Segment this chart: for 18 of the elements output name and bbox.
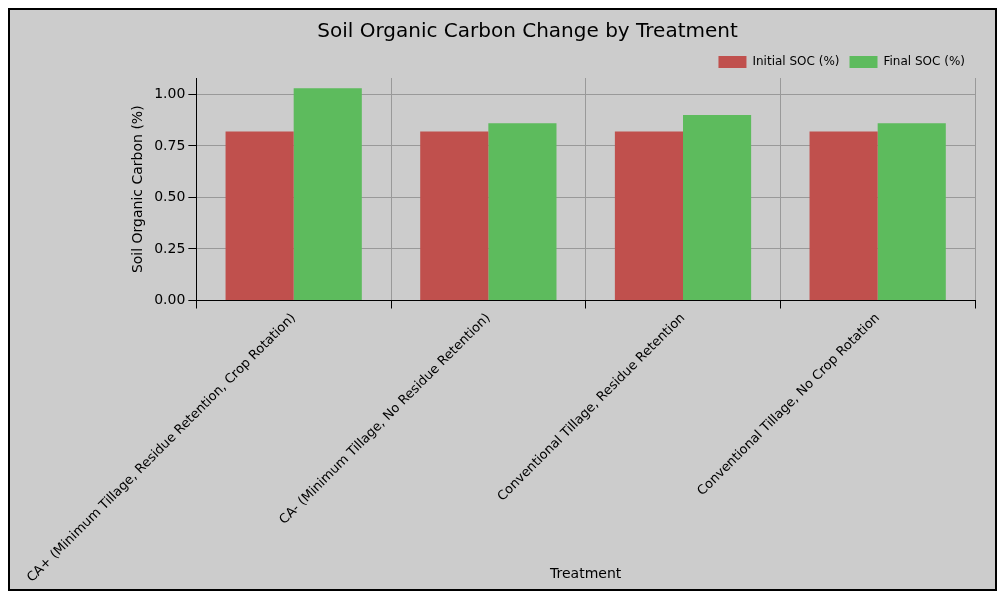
bar (809, 131, 878, 300)
bar (683, 115, 752, 300)
bar (614, 131, 684, 300)
bar (488, 123, 557, 300)
chart-title: Soil Organic Carbon Change by Treatment (317, 18, 738, 43)
bar (225, 131, 294, 300)
bar (877, 123, 946, 300)
x-axis-title: Treatment (549, 565, 622, 582)
y-tick-label: 0.75 (154, 136, 186, 153)
legend-label: Initial SOC (%) (752, 54, 840, 69)
bar (293, 88, 362, 300)
legend-label: Final SOC (%) (883, 54, 966, 69)
y-tick-label: 0.50 (154, 188, 186, 205)
y-tick-label: 0.25 (154, 239, 186, 256)
y-tick-label: 0.00 (154, 291, 186, 308)
y-tick-label: 1.00 (154, 85, 186, 102)
y-axis-title: Soil Organic Carbon (%) (129, 105, 146, 274)
bar (420, 131, 489, 300)
